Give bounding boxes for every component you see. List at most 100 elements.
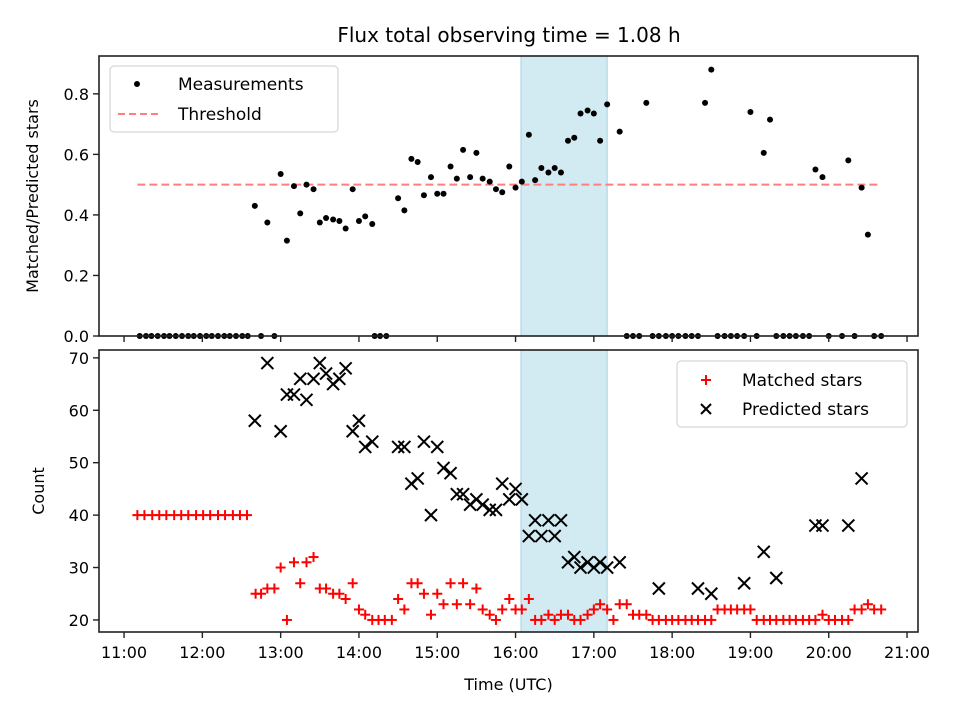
predicted-star-point <box>365 435 379 449</box>
predicted-star-point <box>273 424 288 438</box>
predicted-star-point <box>397 440 412 454</box>
measurement-point <box>362 213 369 220</box>
count-xtick-label: 21:00 <box>884 643 930 662</box>
measurement-point <box>316 219 323 226</box>
measurement-point <box>702 99 709 106</box>
matched-star-point <box>288 557 299 568</box>
predicted-star-point <box>691 581 705 596</box>
matched-star-point <box>399 604 410 615</box>
matched-star-point <box>256 588 267 599</box>
measurement-point <box>518 178 525 185</box>
legend-predicted-marker <box>700 403 712 415</box>
measurement-point <box>401 207 408 214</box>
matched-star-point <box>543 609 554 620</box>
predicted-star-point <box>573 560 588 575</box>
count-ytick-label: 20 <box>69 611 89 630</box>
measurement-point <box>760 149 767 156</box>
measurement-point <box>283 237 290 244</box>
matched-star-point <box>295 578 306 589</box>
predicted-star-point <box>534 529 549 543</box>
matched-star-point <box>516 604 527 615</box>
measurement-point <box>819 174 826 181</box>
measurement-point <box>486 178 493 185</box>
matched-star-point <box>504 593 515 604</box>
measurement-point <box>643 99 650 106</box>
predicted-star-point <box>287 387 301 402</box>
measurement-point <box>310 186 317 193</box>
ratio-axes-frame <box>98 55 919 337</box>
predicted-star-point <box>652 581 666 596</box>
count-xtick-label: 19:00 <box>727 643 773 662</box>
matched-star-point <box>497 604 508 615</box>
matched-star-point <box>465 599 476 610</box>
predicted-star-point <box>522 529 536 543</box>
count-xtick-label: 18:00 <box>649 643 695 662</box>
matched-star-point <box>563 609 574 620</box>
count-legend: Matched stars Predicted stars <box>676 360 908 428</box>
count-ytick-label: 40 <box>69 506 89 525</box>
measurement-point <box>453 175 460 182</box>
legend-matched-label: Matched stars <box>742 371 862 391</box>
predicted-star-point <box>436 461 451 475</box>
matched-star-point <box>621 599 632 610</box>
measurement-point <box>479 175 486 182</box>
predicted-star-point <box>554 513 568 528</box>
matched-star-point <box>471 583 482 594</box>
matched-star-point <box>334 588 345 599</box>
predicted-star-point <box>424 508 438 522</box>
matched-star-point <box>490 614 501 625</box>
measurement-point <box>506 163 513 170</box>
ratio-ytick-label: 0.4 <box>64 206 89 225</box>
count-xtick-label: 17:00 <box>571 643 617 662</box>
predicted-star-point <box>450 487 464 501</box>
predicted-star-point <box>430 440 444 454</box>
predicted-star-point <box>515 492 529 507</box>
matched-star-point <box>608 614 619 625</box>
predicted-star-point <box>737 576 751 590</box>
measurement-point <box>532 177 539 184</box>
legend-threshold-label: Threshold <box>177 105 262 125</box>
matched-star-point <box>321 583 332 594</box>
matched-star-point <box>575 614 586 625</box>
predicted-star-point <box>483 503 497 517</box>
measurement-point <box>864 231 871 238</box>
matched-star-point <box>549 614 560 625</box>
ratio-y-axis-label: Matched/Predicted stars <box>23 99 42 293</box>
measurement-point <box>708 66 715 73</box>
measurement-point <box>604 101 611 108</box>
measurement-point <box>427 174 434 181</box>
measurement-point <box>420 192 427 199</box>
count-xtick-label: 12:00 <box>179 643 225 662</box>
ratio-ytick-label: 0.6 <box>64 145 89 164</box>
predicted-star-point <box>345 424 360 438</box>
predicted-star-point <box>248 414 262 428</box>
predicted-star-point <box>443 466 458 480</box>
matched-star-point <box>412 578 423 589</box>
predicted-star-point <box>456 487 470 501</box>
measurement-point <box>767 116 774 123</box>
predicted-star-point <box>593 555 607 569</box>
ratio-legend: Measurements Threshold <box>109 65 339 133</box>
matched-star-point <box>432 588 443 599</box>
predicted-star-point <box>841 518 856 533</box>
predicted-star-point <box>612 555 627 569</box>
predicted-star-point <box>391 440 405 454</box>
predicted-star-point <box>299 393 314 407</box>
measurement-point <box>577 110 584 117</box>
count-xtick-label: 11:00 <box>101 643 147 662</box>
measurement-point <box>414 158 421 165</box>
measurement-point <box>395 195 402 202</box>
legend-predicted-label: Predicted stars <box>742 400 869 420</box>
predicted-star-point <box>567 550 581 564</box>
ratio-ytick-label: 0.8 <box>64 85 89 104</box>
matched-star-point <box>523 593 534 604</box>
measurement-point <box>369 221 376 227</box>
measurement-point <box>551 165 558 171</box>
matched-star-point <box>817 609 828 620</box>
measurement-point <box>545 169 552 176</box>
matched-star-point <box>347 578 358 589</box>
measurement-point <box>330 216 337 223</box>
count-legend-box <box>676 360 908 428</box>
matched-star-point <box>308 552 319 563</box>
